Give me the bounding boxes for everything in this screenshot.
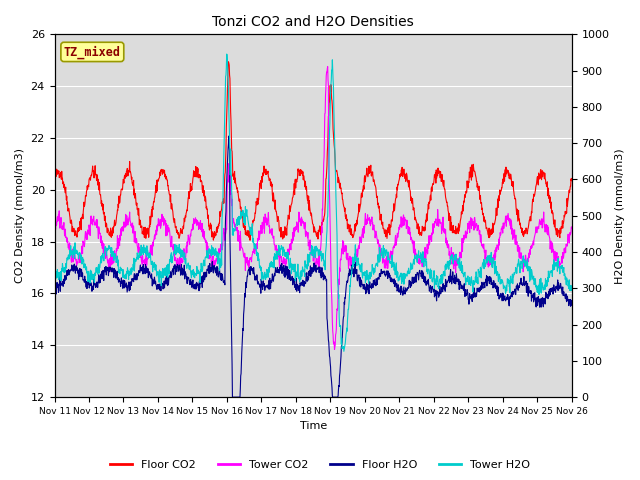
Floor H2O [223, 160, 231, 166]
Floor CO2 [568, 176, 575, 181]
Tower H2O [166, 257, 173, 263]
X-axis label: Time: Time [300, 421, 327, 432]
Title: Tonzi CO2 and H2O Densities: Tonzi CO2 and H2O Densities [212, 15, 414, 29]
Floor H2O [394, 286, 402, 292]
Legend: Floor CO2, Tower CO2, Floor H2O, Tower H2O: Floor CO2, Tower CO2, Floor H2O, Tower H… [105, 456, 535, 474]
Tower H2O [224, 69, 232, 75]
Floor CO2 [461, 192, 469, 198]
Floor H2O [225, 133, 233, 139]
Text: TZ_mixed: TZ_mixed [64, 45, 121, 59]
Floor H2O [507, 294, 515, 300]
Tower H2O [507, 280, 515, 286]
Tower H2O [568, 283, 575, 289]
Floor CO2 [166, 192, 173, 198]
Floor CO2 [507, 173, 515, 179]
Floor H2O [153, 287, 161, 292]
Tower H2O [51, 271, 58, 277]
Tower CO2 [51, 222, 58, 228]
Floor CO2 [225, 59, 232, 65]
Tower CO2 [223, 177, 231, 183]
Tower CO2 [568, 225, 575, 230]
Floor CO2 [223, 89, 231, 95]
Floor CO2 [246, 238, 254, 243]
Y-axis label: H2O Density (mmol/m3): H2O Density (mmol/m3) [615, 148, 625, 284]
Tower H2O [394, 269, 402, 275]
Line: Tower CO2: Tower CO2 [54, 67, 572, 349]
Tower CO2 [507, 226, 515, 232]
Line: Floor H2O: Floor H2O [54, 136, 572, 397]
Tower CO2 [153, 223, 161, 228]
Floor H2O [51, 289, 58, 295]
Line: Tower H2O: Tower H2O [54, 54, 572, 351]
Tower H2O [461, 277, 469, 283]
Floor CO2 [153, 188, 161, 194]
Floor H2O [166, 274, 173, 280]
Floor H2O [461, 287, 469, 292]
Tower H2O [153, 271, 161, 276]
Floor H2O [228, 394, 236, 400]
Y-axis label: CO2 Density (mmol/m3): CO2 Density (mmol/m3) [15, 148, 25, 283]
Tower CO2 [331, 347, 339, 352]
Tower CO2 [166, 228, 173, 233]
Line: Floor CO2: Floor CO2 [54, 62, 572, 240]
Tower CO2 [461, 229, 469, 235]
Tower H2O [223, 51, 230, 57]
Tower CO2 [394, 234, 402, 240]
Tower H2O [340, 348, 348, 354]
Floor H2O [568, 302, 575, 308]
Floor CO2 [51, 176, 58, 182]
Floor CO2 [394, 181, 402, 187]
Tower CO2 [324, 64, 332, 70]
